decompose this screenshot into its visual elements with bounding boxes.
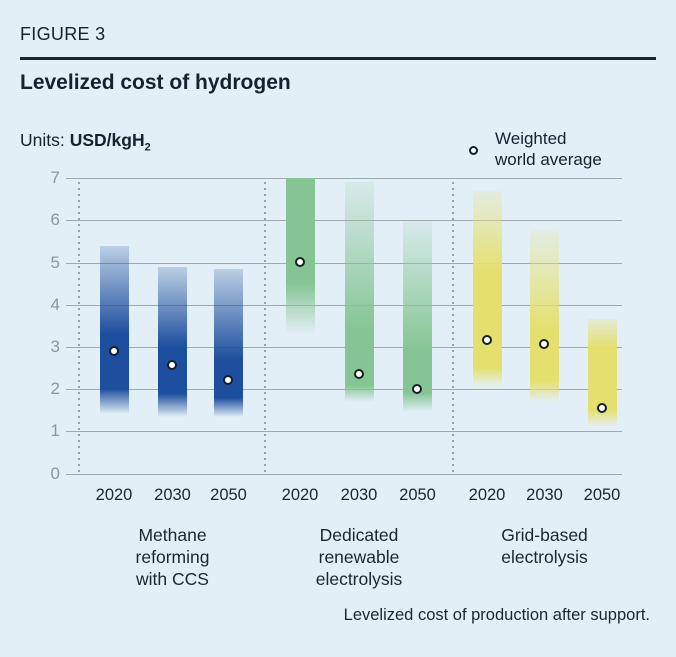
y-axis-tick-label: 4 [50,294,60,314]
group-separator [264,182,266,474]
gridline-y3 [66,346,622,348]
year-tick-label: 2050 [583,486,621,504]
group-label-2: Grid-based electrolysis [501,524,588,568]
group-label-line: Grid-based [501,525,588,545]
gridline-y4 [66,304,622,306]
year-tick-label: 2020 [468,486,506,504]
range-bar-dedicated-2020 [285,178,315,335]
group-label-line: Dedicated [319,525,399,545]
units-label: Units: [20,130,65,150]
group-separator [452,182,454,474]
units-value: USD/kgH2 [69,130,151,154]
range-bar-grid-based-2030 [530,228,559,402]
y-axis-tick-label: 0 [50,463,60,483]
y-axis-tick-label: 6 [50,210,60,230]
range-bar-grid-based-2020 [472,190,502,387]
range-bar-dedicated-2030 [344,182,374,402]
range-bar-dedicated-2050 [403,220,432,413]
year-tick-label: 2030 [526,486,563,504]
group-label-line: electrolysis [315,569,403,589]
group-label-line: reforming [135,547,210,567]
group-label-line: with CCS [136,569,209,589]
y-axis-tick-label: 5 [50,252,60,272]
legend-label-line1: Weighted [495,129,567,148]
average-marker-2030 [167,360,177,371]
gridline-y1 [66,431,622,433]
year-tick-label: 2030 [154,486,191,504]
average-marker-2020 [108,345,119,356]
y-axis-tick-label: 1 [50,421,60,441]
year-tick-label: 2030 [340,486,378,504]
legend-label-line2: world average [495,150,602,169]
units-subscript: 2 [144,141,151,154]
legend-label: Weighted world average [495,128,602,170]
gridline-y0 [66,473,622,475]
average-marker-2030 [353,368,364,379]
range-bar-methane-2030 [158,266,187,417]
average-marker-2020 [294,257,305,267]
y-axis-tick-label: 7 [50,168,60,188]
figure-label: FIGURE 3 [20,24,106,44]
footnote: Levelized cost of production after suppo… [343,606,650,624]
chart-title: Levelized cost of hydrogen [20,71,291,94]
average-marker-2020 [481,335,492,346]
group-label-1: Dedicated renewable electrolysis [316,524,403,590]
year-tick-label: 2020 [95,486,133,504]
y-axis-tick-label: 2 [50,379,60,399]
open-circle-marker-icon [469,146,478,155]
gridline-y7 [66,178,622,180]
year-tick-label: 2020 [281,486,319,504]
group-label-0: Methane reforming with CCS [136,524,210,590]
year-tick-label: 2050 [210,486,247,504]
gridline-y5 [66,262,622,264]
average-marker-2050 [412,383,422,394]
range-bar-methane-2050 [214,268,243,417]
range-bar-methane-2020 [99,245,129,415]
group-separator [78,182,80,474]
year-tick-label: 2050 [399,486,436,504]
title-rule [20,57,656,60]
average-marker-2030 [539,339,549,350]
y-axis-tick-label: 3 [50,336,60,356]
gridline-y2 [66,389,622,391]
group-label-line: renewable [318,547,400,567]
group-label-line: electrolysis [501,547,588,567]
group-label-line: Methane [138,525,207,545]
average-marker-2050 [223,375,233,386]
average-marker-2050 [596,402,607,413]
units-line: Units: USD/kgH2 [20,130,151,154]
gridline-y6 [66,220,622,222]
